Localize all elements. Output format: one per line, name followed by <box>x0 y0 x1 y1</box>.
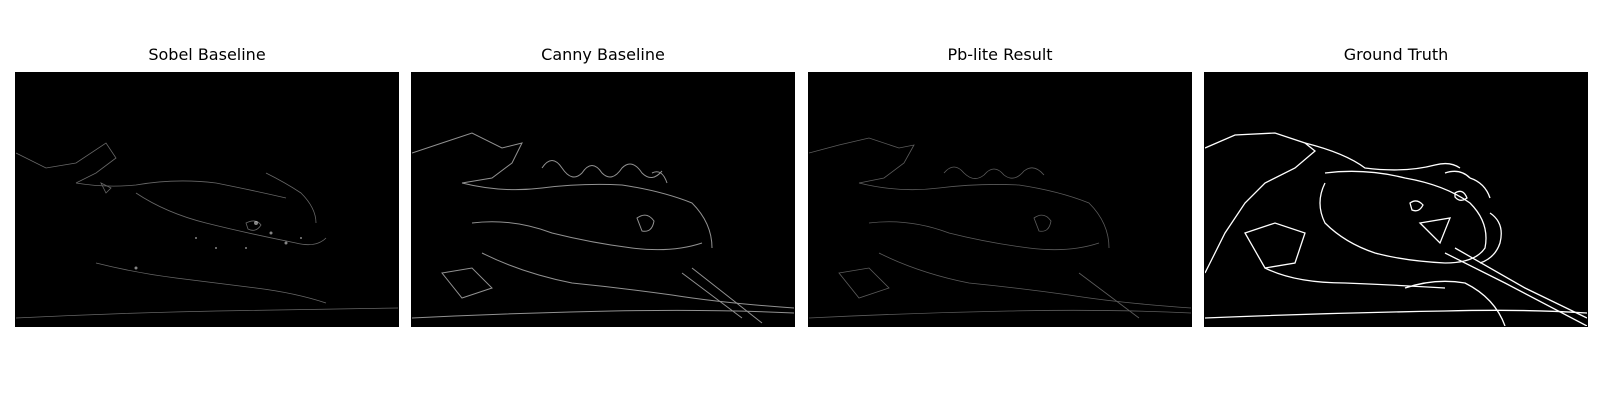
panel-title: Sobel Baseline <box>148 45 266 64</box>
edge-map-image <box>411 72 795 327</box>
panel-title: Pb-lite Result <box>947 45 1053 64</box>
panel-title: Ground Truth <box>1343 45 1449 64</box>
edge-map-image <box>808 72 1192 327</box>
edge-map-image <box>15 72 399 327</box>
panel-title: Canny Baseline <box>541 45 665 64</box>
edge-map-image <box>1204 72 1588 327</box>
